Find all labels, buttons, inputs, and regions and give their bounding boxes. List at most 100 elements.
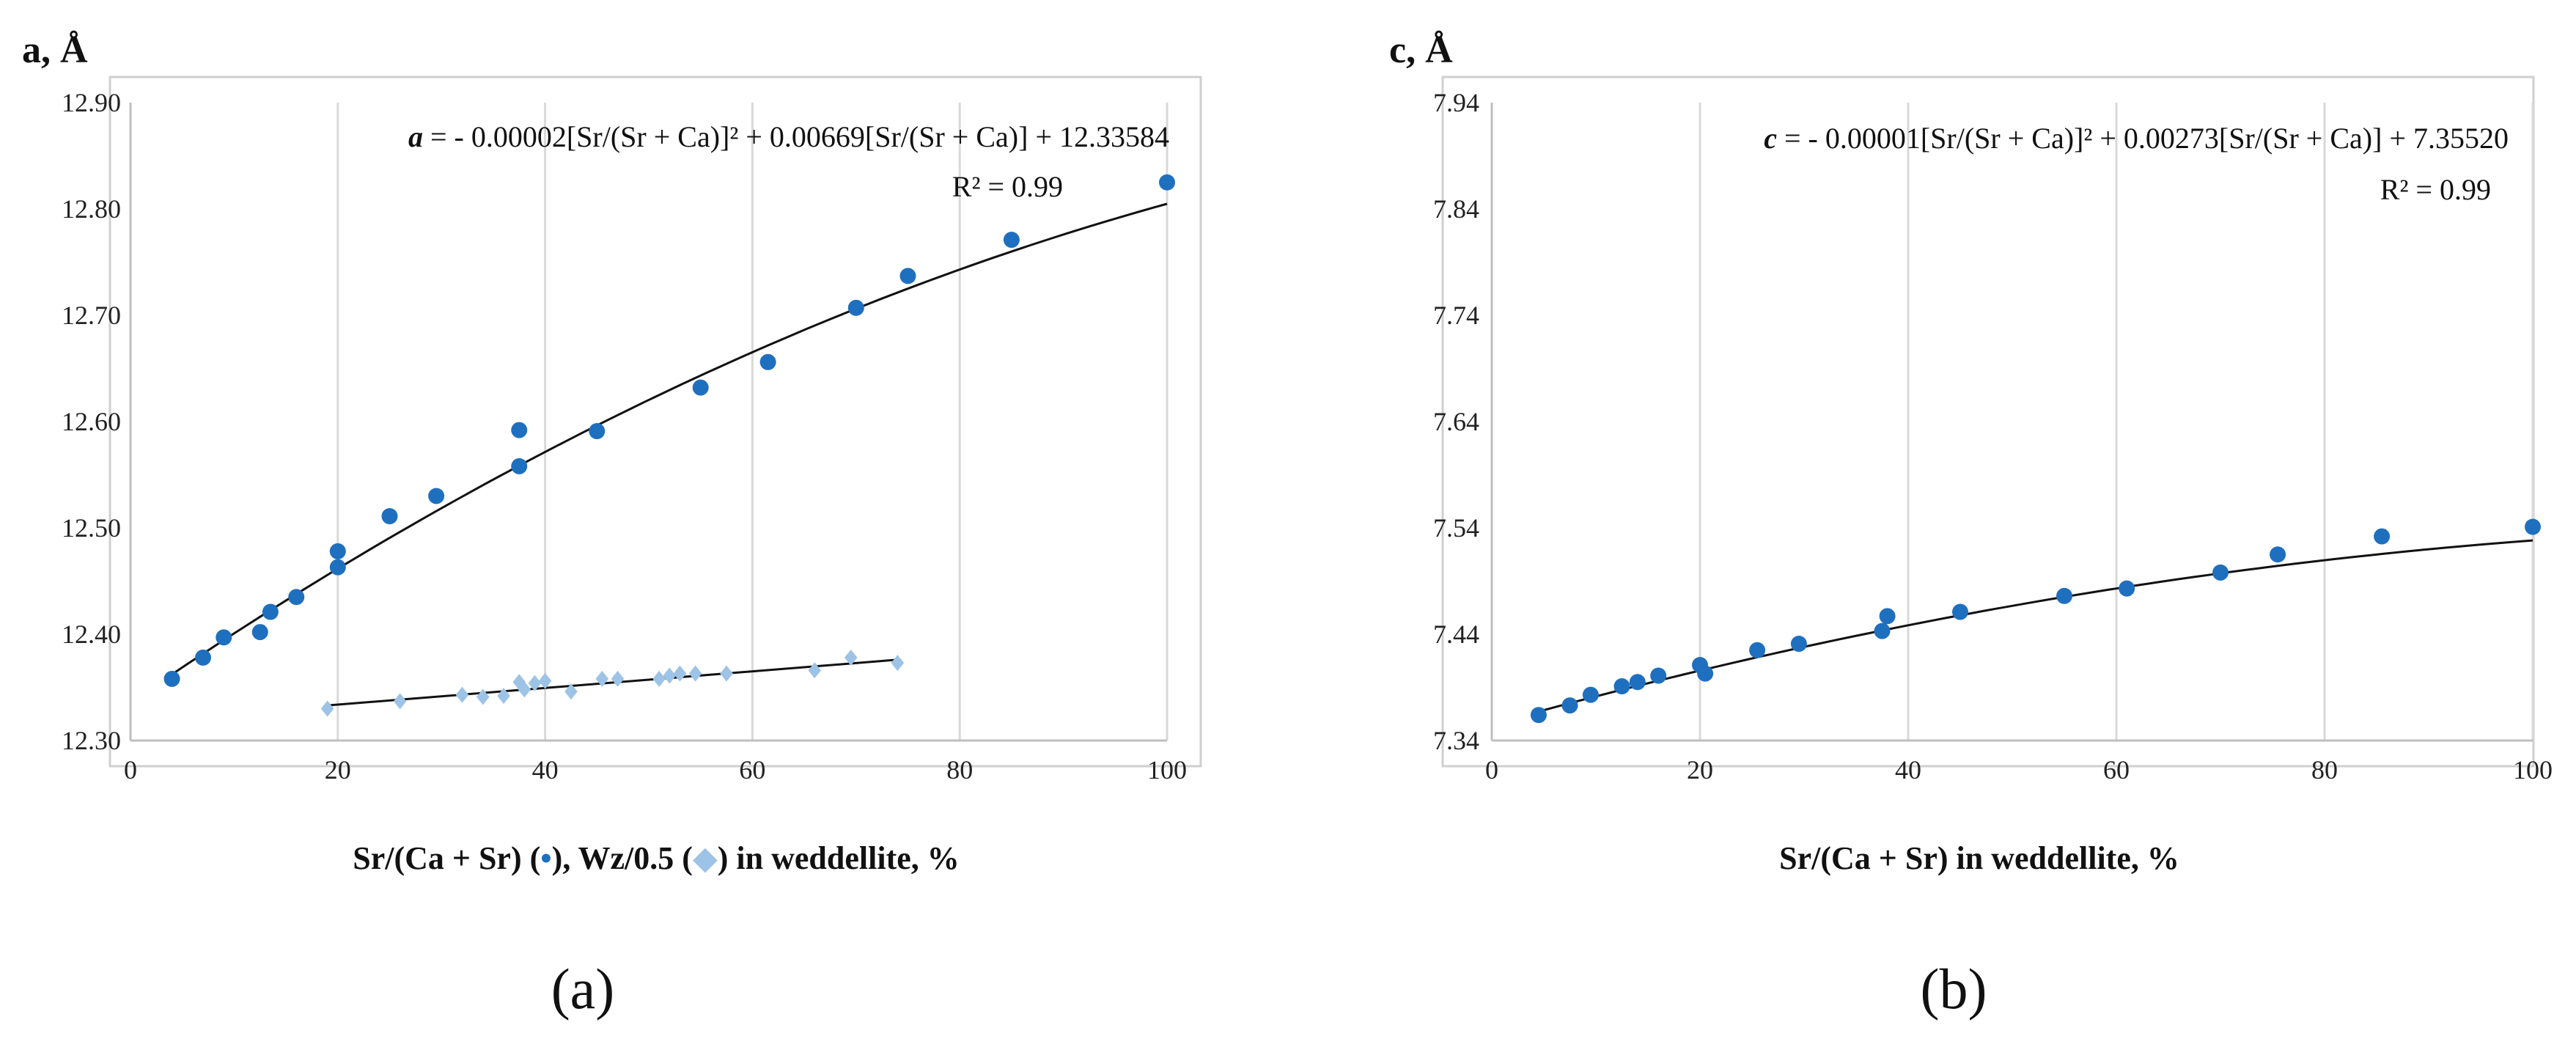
data-point-diamond (673, 665, 687, 682)
chart-a-xlabel: Sr/(Ca + Sr) (•), Wz/0.5 (◆) in weddelli… (353, 840, 960, 876)
y-tick-label: 12.90 (62, 88, 121, 117)
data-point (194, 649, 211, 666)
x-tick-label: 60 (739, 755, 765, 785)
data-point (589, 423, 606, 440)
data-point (511, 458, 528, 474)
chart-a-xlabel-part-3: ) in weddellite, % (718, 840, 960, 876)
data-point-diamond (512, 674, 526, 691)
data-point (692, 379, 709, 396)
data-point (2212, 564, 2229, 581)
data-point (2270, 546, 2286, 563)
y-tick-label: 12.30 (62, 726, 121, 755)
data-point (329, 559, 346, 576)
panel-label-b: (b) (1921, 957, 1987, 1021)
chart-a-equation-var: a (408, 120, 423, 153)
y-tick-label: 12.40 (62, 620, 121, 649)
x-tick-label: 40 (1895, 755, 1921, 785)
data-point (216, 629, 232, 646)
data-point (847, 299, 864, 316)
data-point (2119, 580, 2135, 597)
chart-a-x-ticks: 0 20 40 60 80 100 (124, 755, 1187, 785)
data-point (1561, 697, 1578, 714)
chart-b-ylabel: c, Å (1389, 29, 1453, 71)
chart-b-frame (1441, 76, 2535, 768)
chart-b-xlabel: Sr/(Ca + Sr) in weddellite, % (1779, 840, 2179, 876)
data-point (163, 670, 180, 687)
data-point (1159, 174, 1175, 191)
data-point-diamond (595, 670, 609, 687)
x-tick-label: 100 (1147, 755, 1187, 785)
data-point-diamond (844, 649, 858, 666)
data-point-diamond (720, 665, 733, 682)
data-point-diamond (476, 688, 490, 705)
chart-a-grid (129, 103, 1169, 742)
chart-a-secondary-trendline (327, 658, 898, 707)
x-tick-label: 0 (124, 755, 137, 785)
chart-a-r2: R² = 0.99 (952, 170, 1063, 203)
data-point-diamond (518, 681, 531, 698)
x-tick-label: 60 (2103, 755, 2130, 785)
chart-a-y-ticks: 12.30 12.40 12.50 12.60 12.70 12.80 12.90 (62, 88, 121, 755)
x-tick-label: 80 (946, 755, 973, 785)
data-point-diamond (320, 700, 334, 717)
data-point-diamond (808, 662, 822, 679)
data-point-diamond (663, 667, 677, 684)
y-tick-label: 7.64 (1433, 407, 1479, 436)
y-tick-label: 12.80 (62, 194, 121, 224)
chart-a-equation-text: = - 0.00002[Sr/(Sr + Ca)]² + 0.00669[Sr/… (423, 120, 1169, 153)
data-point (759, 353, 776, 370)
data-point-diamond (497, 688, 510, 705)
x-tick-label: 20 (325, 755, 351, 785)
chart-b-equation: c = - 0.00001[Sr/(Sr + Ca)]² + 0.00273[S… (1764, 122, 2509, 155)
data-point (381, 508, 398, 525)
data-point (511, 422, 528, 438)
y-tick-label: 12.50 (62, 513, 121, 543)
chart-b-equation-text: = - 0.00001[Sr/(Sr + Ca)]² + 0.00273[Sr/… (1777, 122, 2509, 155)
data-point (251, 624, 268, 641)
chart-a-xlabel-part-1: Sr/(Ca + Sr) ( (353, 840, 540, 876)
data-point (428, 488, 445, 504)
chart-a-trendline (171, 202, 1168, 675)
y-tick-label: 7.44 (1433, 620, 1479, 649)
chart-b-trendline (1533, 539, 2533, 714)
data-point (1003, 232, 1020, 249)
chart-b-equation-var: c (1764, 122, 1777, 155)
data-point (1790, 636, 1807, 653)
chart-b-x-ticks: 0 20 40 60 80 100 (1485, 755, 2553, 785)
chart-b-grid (1490, 103, 2534, 742)
data-point-diamond (688, 665, 702, 682)
y-tick-label: 7.94 (1433, 88, 1479, 117)
panel-label-a: (a) (551, 957, 615, 1021)
data-point (262, 603, 279, 620)
data-point-diamond (652, 670, 666, 687)
data-point (2525, 518, 2541, 535)
chart-a-frame (108, 76, 1202, 768)
data-point (899, 268, 916, 284)
data-point-diamond (393, 693, 407, 710)
y-tick-label: 7.54 (1433, 513, 1479, 543)
y-tick-label: 7.74 (1433, 301, 1479, 330)
data-point-diamond (528, 675, 542, 691)
chart-a-ylabel: a, Å (22, 29, 88, 71)
data-point-diamond (891, 655, 905, 672)
y-tick-label: 12.60 (62, 407, 121, 436)
chart-panel-a: 12.30 12.40 12.50 12.60 12.70 12.80 12.90 0 20 4… (22, 29, 1202, 1021)
chart-a-legend-dot: • (540, 840, 551, 876)
data-point-diamond (455, 686, 469, 703)
y-tick-label: 7.34 (1433, 726, 1479, 755)
chart-a-equation: a = - 0.00002[Sr/(Sr + Ca)]² + 0.00669[S… (408, 120, 1169, 153)
chart-b-marks (1530, 518, 2541, 724)
x-tick-label: 20 (1687, 755, 1713, 785)
chart-a-marks (163, 174, 1175, 717)
x-tick-label: 80 (2311, 755, 2338, 785)
data-point-diamond (538, 672, 552, 689)
data-point (1749, 642, 1766, 658)
data-point (1952, 603, 1968, 620)
data-point (1879, 608, 1896, 625)
data-point (329, 543, 346, 559)
data-point (2374, 528, 2391, 545)
chart-b-y-ticks: 7.34 7.44 7.54 7.64 7.74 7.84 7.94 (1433, 88, 1479, 755)
chart-a-legend-diamond: ◆ (693, 840, 718, 876)
data-point (1613, 678, 1630, 695)
